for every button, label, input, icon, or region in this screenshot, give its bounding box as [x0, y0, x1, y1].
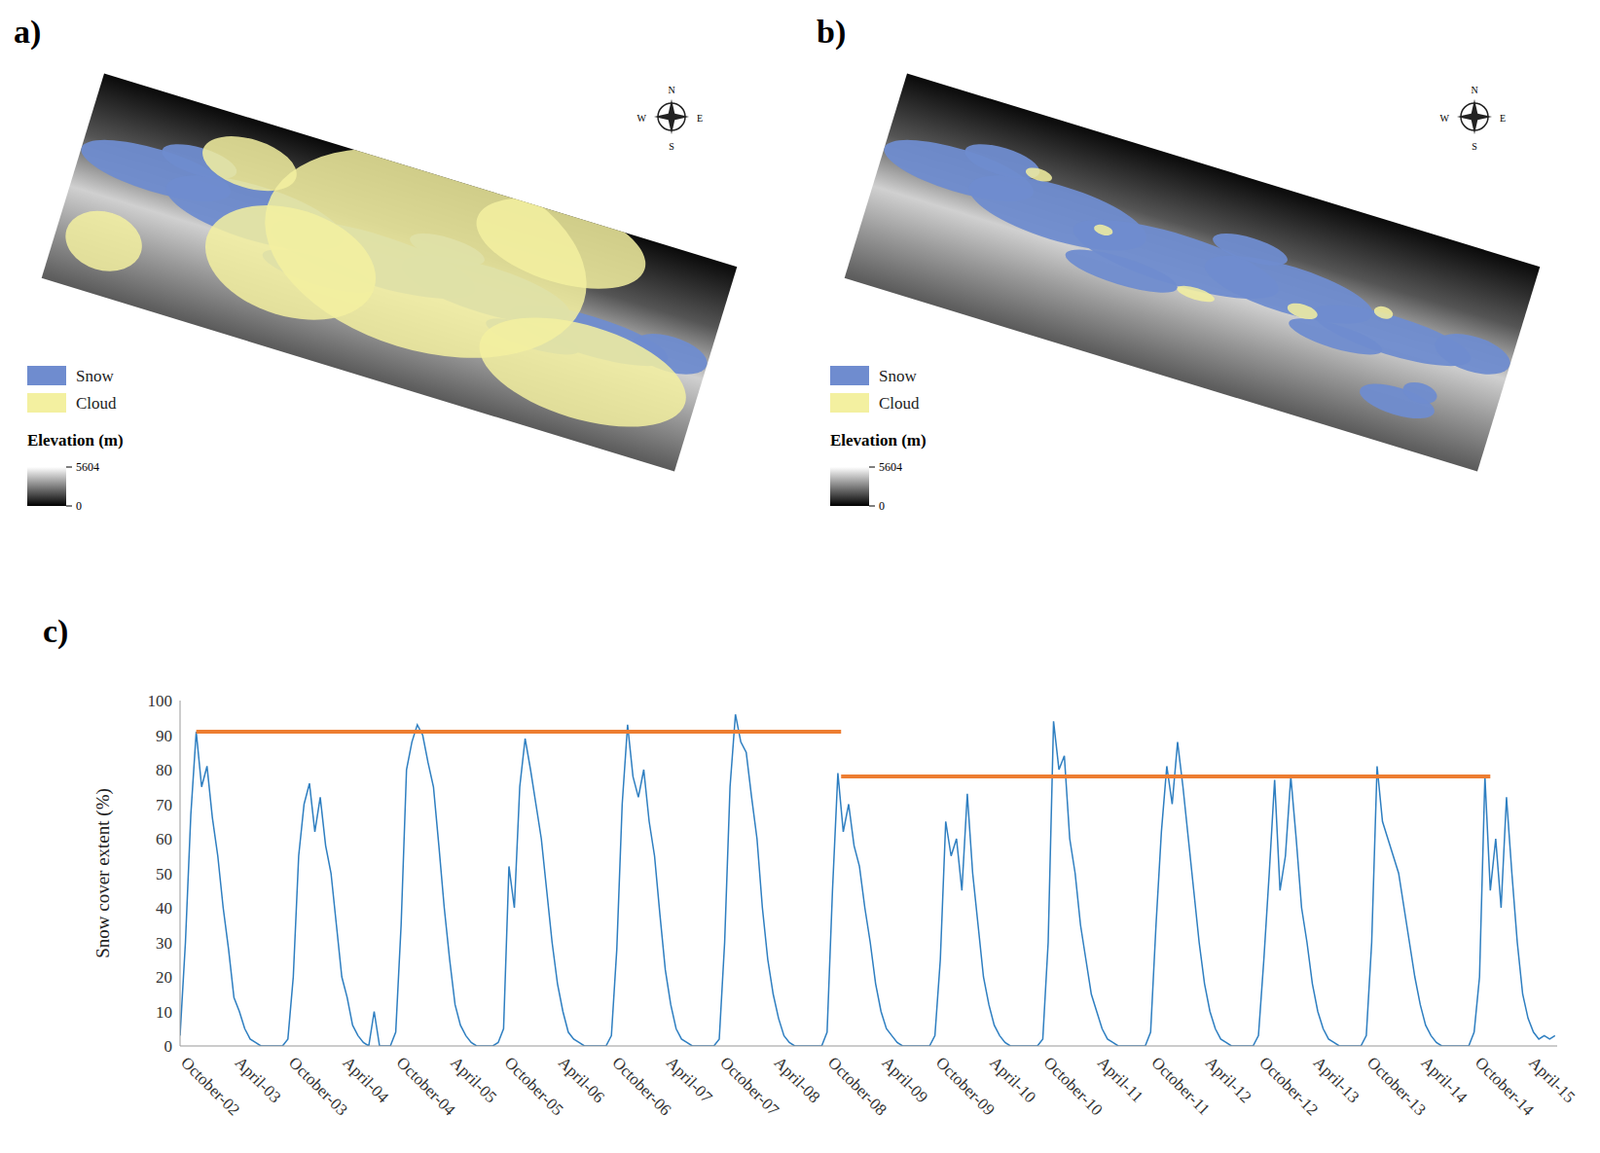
- svg-text:80: 80: [155, 761, 173, 780]
- svg-text:October-10: October-10: [1040, 1053, 1107, 1120]
- svg-text:April-12: April-12: [1201, 1053, 1256, 1107]
- svg-text:0: 0: [164, 1037, 174, 1056]
- svg-text:20: 20: [155, 968, 173, 987]
- svg-text:30: 30: [155, 934, 173, 953]
- svg-text:0: 0: [878, 499, 885, 513]
- svg-text:October-05: October-05: [500, 1053, 567, 1120]
- svg-text:a): a): [13, 13, 41, 51]
- svg-text:April-05: April-05: [446, 1053, 501, 1107]
- svg-text:April-03: April-03: [231, 1053, 286, 1107]
- svg-text:Elevation (m): Elevation (m): [27, 431, 124, 450]
- svg-text:5604: 5604: [878, 460, 903, 474]
- svg-text:70: 70: [155, 796, 173, 815]
- svg-text:S: S: [668, 141, 675, 152]
- svg-text:April-07: April-07: [662, 1053, 717, 1107]
- svg-text:0: 0: [75, 499, 82, 513]
- svg-text:October-13: October-13: [1363, 1053, 1430, 1120]
- svg-text:October-09: October-09: [932, 1053, 999, 1120]
- svg-text:October-08: October-08: [824, 1053, 891, 1120]
- svg-text:October-11: October-11: [1147, 1053, 1214, 1120]
- svg-text:April-13: April-13: [1309, 1053, 1364, 1107]
- svg-text:October-14: October-14: [1471, 1053, 1538, 1120]
- svg-text:October-07: October-07: [716, 1053, 783, 1120]
- svg-text:E: E: [1499, 112, 1506, 124]
- svg-text:40: 40: [155, 899, 173, 918]
- svg-text:April-10: April-10: [985, 1053, 1040, 1107]
- svg-text:100: 100: [147, 691, 174, 711]
- svg-text:b): b): [816, 13, 846, 51]
- svg-text:S: S: [1471, 141, 1478, 152]
- svg-text:October-06: October-06: [608, 1053, 675, 1120]
- svg-text:W: W: [637, 112, 648, 124]
- svg-text:October-04: October-04: [392, 1053, 460, 1120]
- svg-text:10: 10: [155, 1003, 173, 1022]
- svg-text:Snow: Snow: [878, 366, 917, 386]
- svg-text:N: N: [667, 84, 675, 96]
- svg-text:N: N: [1470, 84, 1478, 96]
- svg-text:E: E: [696, 112, 703, 124]
- svg-text:Cloud: Cloud: [878, 394, 920, 413]
- svg-text:April-04: April-04: [338, 1053, 393, 1107]
- svg-text:Snow: Snow: [75, 366, 114, 386]
- svg-text:October-12: October-12: [1255, 1053, 1322, 1120]
- svg-text:October-03: October-03: [285, 1053, 352, 1120]
- svg-text:50: 50: [155, 865, 173, 884]
- svg-text:April-14: April-14: [1417, 1053, 1471, 1107]
- svg-text:April-15: April-15: [1525, 1053, 1579, 1107]
- svg-text:April-09: April-09: [877, 1053, 932, 1107]
- svg-text:Elevation (m): Elevation (m): [830, 431, 927, 450]
- svg-text:60: 60: [155, 830, 173, 849]
- html-text:c): c): [42, 613, 69, 650]
- svg-text:April-11: April-11: [1093, 1053, 1147, 1106]
- svg-text:Snow cover extent (%): Snow cover extent (%): [92, 788, 114, 959]
- svg-text:Cloud: Cloud: [75, 394, 117, 413]
- svg-text:90: 90: [155, 727, 173, 746]
- svg-text:5604: 5604: [75, 460, 100, 474]
- svg-text:October-02: October-02: [177, 1053, 244, 1120]
- svg-text:April-08: April-08: [770, 1053, 825, 1107]
- svg-text:April-06: April-06: [554, 1053, 609, 1107]
- svg-text:W: W: [1440, 112, 1451, 124]
